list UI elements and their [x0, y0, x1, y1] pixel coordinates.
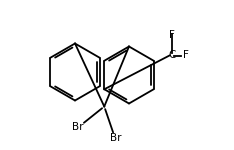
Text: F: F — [169, 30, 175, 40]
Text: F: F — [183, 51, 189, 60]
Text: Br: Br — [72, 123, 84, 132]
Text: Br: Br — [110, 133, 121, 143]
Text: C: C — [168, 51, 176, 60]
